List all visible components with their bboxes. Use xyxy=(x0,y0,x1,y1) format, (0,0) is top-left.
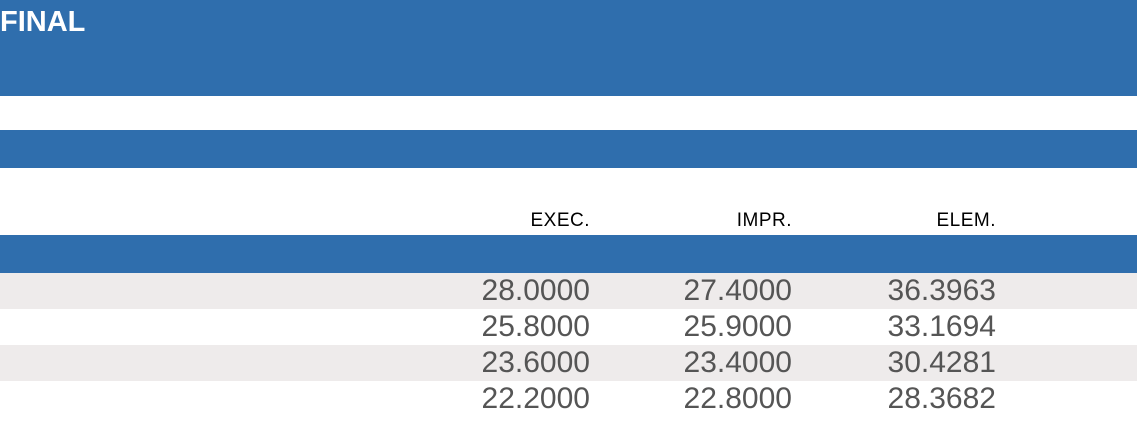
score-elem: 36.3963 xyxy=(887,274,996,307)
column-header-impr: IMPR. xyxy=(736,210,792,231)
page-title: FINAL xyxy=(0,6,86,38)
score-impr: 27.4000 xyxy=(683,274,792,307)
score-elem: 30.4281 xyxy=(887,346,996,379)
score-impr: 25.9000 xyxy=(683,310,792,343)
score-exec: 25.8000 xyxy=(481,310,590,343)
score-exec: 22.2000 xyxy=(481,382,590,415)
score-impr: 22.8000 xyxy=(683,382,792,415)
column-header-exec: EXEC. xyxy=(530,210,590,231)
score-elem: 33.1694 xyxy=(887,310,996,343)
table-row: 25.8000 25.9000 33.1694 xyxy=(0,309,1137,345)
section-divider-band xyxy=(0,130,1137,168)
top-banner: FINAL xyxy=(0,0,1137,96)
table-row: 22.2000 22.8000 28.3682 xyxy=(0,381,1137,417)
table-row: 28.0000 27.4000 36.3963 xyxy=(0,273,1137,309)
column-header-elem: ELEM. xyxy=(936,210,996,231)
score-table-header-band xyxy=(0,235,1137,273)
score-elem: 28.3682 xyxy=(887,382,996,415)
score-impr: 23.4000 xyxy=(683,346,792,379)
table-row: 23.6000 23.4000 30.4281 xyxy=(0,345,1137,381)
score-exec: 23.6000 xyxy=(481,346,590,379)
score-exec: 28.0000 xyxy=(481,274,590,307)
score-table-column-headers: EXEC. IMPR. ELEM. xyxy=(0,168,1137,235)
banner-spacer xyxy=(0,96,1137,130)
